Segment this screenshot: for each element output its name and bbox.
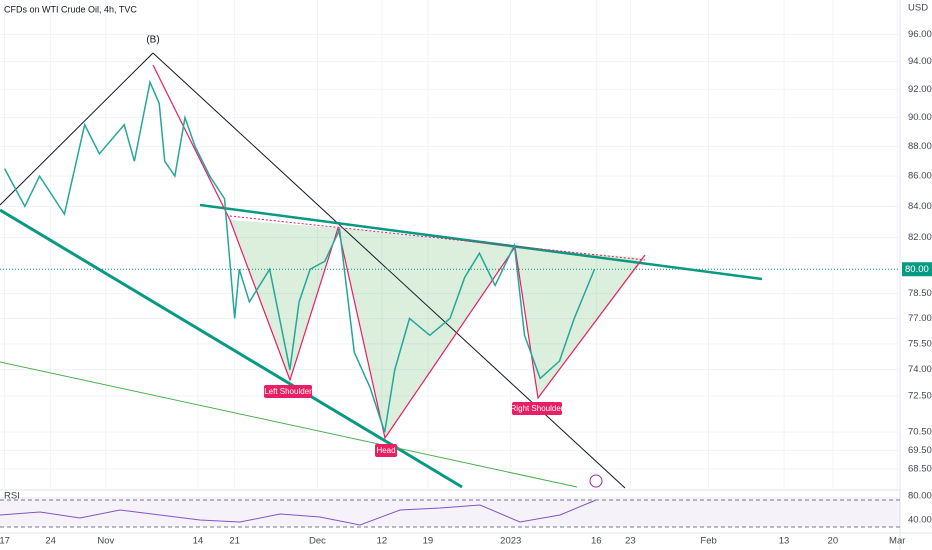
last-price-box xyxy=(902,262,932,277)
y-tick-label: 69.50 xyxy=(908,445,932,456)
pattern-line xyxy=(152,64,646,440)
trend-line xyxy=(0,361,578,488)
pattern-fill xyxy=(230,220,338,380)
x-tick-label: 14 xyxy=(193,536,204,547)
label-box xyxy=(375,444,397,457)
y-tick-label: 78.50 xyxy=(908,288,932,299)
annotation: (B) xyxy=(146,35,159,46)
y-axis-label: USD xyxy=(908,3,928,14)
trend-line xyxy=(0,208,463,489)
annotation: Left Shoulder xyxy=(264,387,312,396)
x-tick-label: 13 xyxy=(779,536,790,547)
rsi-band xyxy=(0,497,900,527)
last-price-label: 80.00 xyxy=(905,264,929,275)
rsi-tick: 40.00 xyxy=(908,515,932,526)
y-tick-label: 70.50 xyxy=(908,427,932,438)
x-tick-label: 19 xyxy=(423,536,434,547)
annotation: Head xyxy=(376,446,395,455)
y-tick-label: 75.50 xyxy=(908,338,932,349)
neckline xyxy=(199,203,763,281)
rsi-tick: 80.00 xyxy=(908,491,932,502)
chart-title: CFDs on WTI Crude Oil, 4h, TVC xyxy=(4,4,137,14)
trend-line xyxy=(0,52,154,206)
y-tick-label: 77.00 xyxy=(908,313,932,324)
x-tick-label: 21 xyxy=(229,536,240,547)
x-tick-label: 2023 xyxy=(500,536,521,547)
x-tick-label: 24 xyxy=(45,536,56,547)
x-tick-label: Dec xyxy=(309,536,326,547)
annotation: Right Shoulder xyxy=(511,404,564,413)
dotted-line xyxy=(229,215,646,261)
y-tick-label: 90.00 xyxy=(908,112,932,123)
label-box xyxy=(512,402,562,415)
y-tick-label: 88.00 xyxy=(908,141,932,152)
rsi-label: RSI xyxy=(4,491,20,502)
price-line xyxy=(3,79,596,433)
x-tick-label: 23 xyxy=(625,536,636,547)
drawings xyxy=(0,52,763,489)
y-tick-label: 82.00 xyxy=(908,232,932,243)
y-tick-label: 96.00 xyxy=(908,29,932,40)
y-tick-label: 68.50 xyxy=(908,464,932,475)
y-tick-label: 74.00 xyxy=(908,364,932,375)
x-tick-label: Feb xyxy=(700,536,716,547)
x-tick-label: 17 xyxy=(0,536,10,547)
y-tick-label: 94.00 xyxy=(908,56,932,67)
x-tick-label: 20 xyxy=(828,536,839,547)
y-tick-label: 84.00 xyxy=(908,201,932,212)
y-tick-label: 72.50 xyxy=(908,391,932,402)
x-tick-label: Nov xyxy=(97,536,114,547)
x-tick-label: 16 xyxy=(591,536,602,547)
pattern-fill xyxy=(515,247,645,398)
label-box xyxy=(264,385,312,398)
y-tick-label: 86.00 xyxy=(908,171,932,182)
x-tick-label: 12 xyxy=(377,536,388,547)
rsi-line xyxy=(0,499,597,526)
x-tick-label: Mar xyxy=(889,536,905,547)
trend-line xyxy=(152,52,626,489)
y-tick-label: 92.00 xyxy=(908,84,932,95)
event-icon[interactable] xyxy=(589,474,603,488)
